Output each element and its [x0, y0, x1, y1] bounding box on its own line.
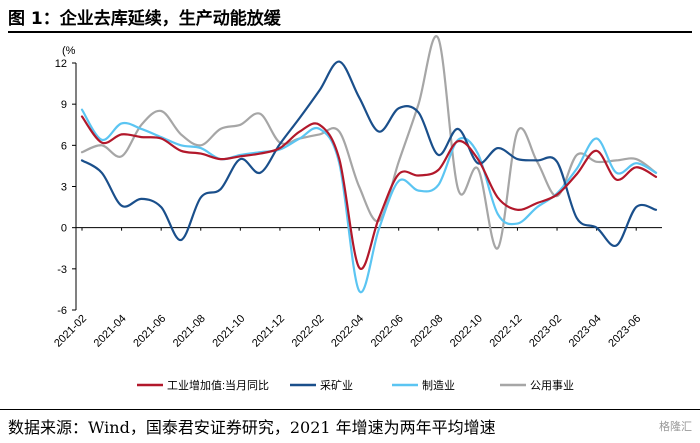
legend-label: 采矿业: [320, 379, 353, 392]
chart-series: [80, 35, 658, 294]
title-rule: [8, 31, 692, 33]
legend-label: 制造业: [422, 378, 455, 392]
y-unit-label: (%: [62, 45, 76, 57]
chart-title: 图 1：企业去库延续，生产动能放缓: [8, 9, 281, 29]
y-tick-label: 9: [61, 99, 67, 111]
y-tick-label: -3: [57, 264, 67, 276]
x-tick-label: 2021-06: [131, 313, 168, 350]
x-tick-label: 2021-02: [52, 313, 89, 350]
x-tick-label: 2023-04: [567, 313, 604, 350]
x-tick-label: 2023-02: [527, 313, 564, 350]
legend-label: 公用事业: [530, 379, 574, 392]
footer-rule: [0, 409, 700, 410]
legend-label: 工业增加值:当月同比: [167, 378, 269, 392]
source-note: 数据来源：Wind，国泰君安证券研究，2021 年增速为两年平均增速: [8, 418, 496, 437]
chart-legend: 工业增加值:当月同比 采矿业 制造业 公用事业: [137, 378, 574, 392]
y-tick-label: 0: [61, 223, 67, 235]
y-tick-label: 3: [61, 182, 67, 194]
x-tick-label: 2023-06: [606, 313, 643, 350]
series-line-1: [80, 115, 658, 270]
x-tick-label: 2022-12: [488, 313, 525, 350]
y-tick-label: 6: [61, 140, 67, 152]
x-tick-label: 2022-08: [408, 313, 445, 350]
x-tick-label: 2021-12: [250, 313, 287, 350]
x-tick-label: 2021-04: [92, 313, 129, 350]
x-tick-label: 2021-10: [210, 313, 247, 350]
x-tick-label: 2022-06: [369, 313, 406, 350]
x-tick-label: 2022-10: [448, 313, 485, 350]
y-tick-label: 12: [55, 58, 67, 70]
y-tick-label: -6: [57, 305, 67, 317]
watermark-logo: 格隆汇: [659, 420, 692, 433]
x-tick-label: 2022-04: [329, 313, 366, 350]
line-chart: -6 -3 0 3 6 9 12(% 2021-02 2021-04 2021-06 2021-08…: [52, 35, 662, 392]
series-line-2: [80, 60, 658, 247]
x-tick-label: 2022-02: [290, 313, 327, 350]
x-tick-label: 2021-08: [171, 313, 208, 350]
